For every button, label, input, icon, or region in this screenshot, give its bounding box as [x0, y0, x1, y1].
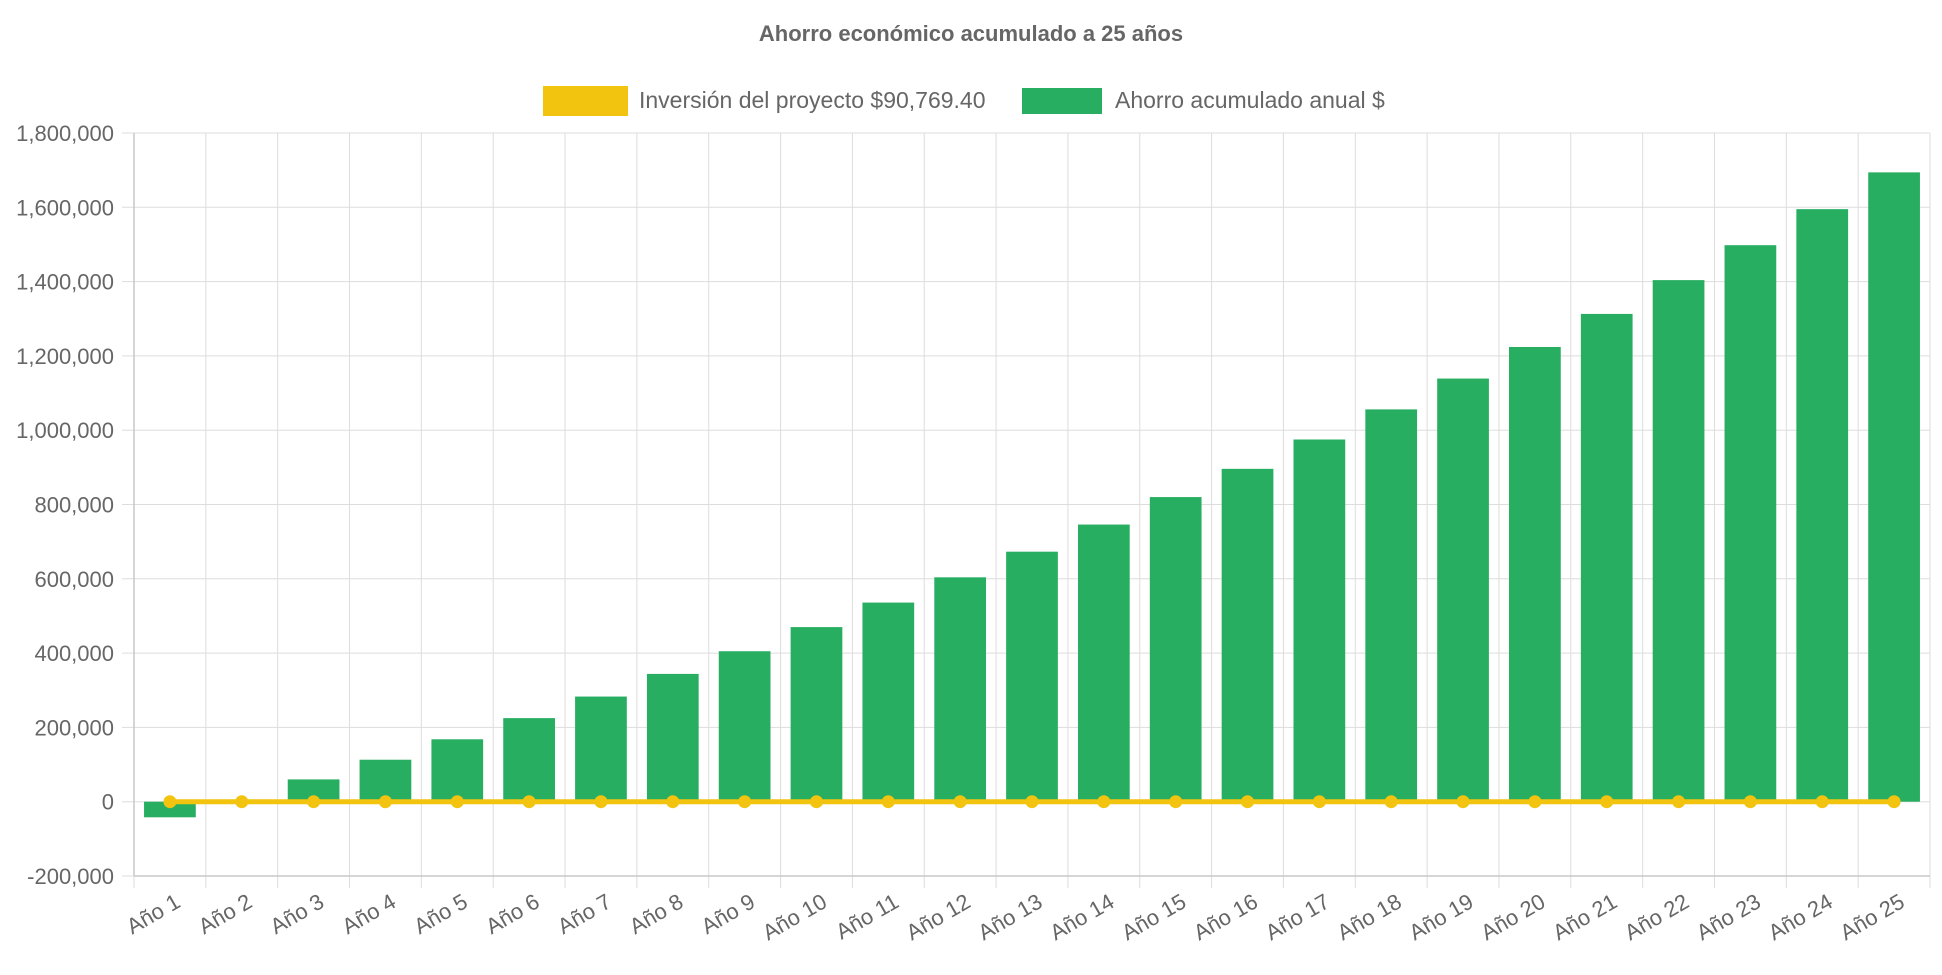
x-tick-label: Año 21: [1548, 889, 1621, 946]
bar-savings[interactable]: [144, 801, 196, 818]
x-tick-label: Año 18: [1333, 889, 1406, 946]
bar-savings[interactable]: [718, 651, 771, 802]
point-investment[interactable]: [163, 795, 177, 809]
y-tick-label: 800,000: [34, 493, 114, 518]
x-gridlines: [133, 133, 1931, 888]
bar-series-savings: [144, 172, 1920, 818]
point-investment[interactable]: [809, 795, 823, 809]
point-investment[interactable]: [738, 795, 752, 809]
bar-savings[interactable]: [862, 602, 915, 802]
x-tick-label: Año 2: [194, 889, 256, 939]
bar-savings[interactable]: [646, 673, 699, 802]
bar-savings[interactable]: [1868, 172, 1920, 802]
point-investment[interactable]: [450, 795, 464, 809]
point-investment[interactable]: [1384, 795, 1398, 809]
y-tick-label: -200,000: [27, 864, 114, 889]
x-tick-label: Año 24: [1764, 889, 1837, 946]
point-investment[interactable]: [1025, 795, 1039, 809]
chart-title: Ahorro económico acumulado a 25 años: [759, 21, 1183, 46]
point-investment[interactable]: [1743, 795, 1757, 809]
bar-savings[interactable]: [359, 759, 412, 802]
point-investment[interactable]: [666, 795, 680, 809]
legend-label-savings[interactable]: Ahorro acumulado anual $: [1115, 87, 1385, 113]
bar-savings[interactable]: [1077, 524, 1130, 802]
y-tick-label: 1,800,000: [16, 121, 114, 146]
line-series-investment: [163, 795, 1901, 809]
x-tick-label: Año 22: [1620, 889, 1693, 946]
bar-savings[interactable]: [934, 577, 987, 802]
x-axis-ticks: Año 1 Año 2 Año 3 Año 4 Año 5 Año 6 Año 7 Año 8…: [122, 889, 1908, 946]
point-investment[interactable]: [1887, 795, 1901, 809]
point-investment[interactable]: [953, 795, 967, 809]
bar-savings[interactable]: [503, 718, 555, 802]
x-tick-label: Año 20: [1476, 889, 1549, 946]
point-investment[interactable]: [1815, 795, 1829, 809]
y-tick-label: 1,600,000: [16, 195, 114, 220]
x-tick-label: Año 4: [338, 889, 400, 939]
legend-swatch-savings[interactable]: [1022, 88, 1102, 114]
bar-savings[interactable]: [431, 739, 484, 802]
point-investment[interactable]: [235, 795, 249, 809]
bar-savings[interactable]: [1509, 346, 1561, 802]
x-tick-label: Año 25: [1836, 889, 1909, 946]
bar-savings[interactable]: [1437, 378, 1489, 802]
x-tick-label: Año 11: [831, 889, 902, 945]
x-tick-label: Año 15: [1117, 889, 1190, 946]
x-tick-label: Año 16: [1189, 889, 1262, 946]
y-tick-label: 1,200,000: [16, 344, 114, 369]
point-investment[interactable]: [1528, 795, 1542, 809]
legend-swatch-investment[interactable]: [543, 86, 628, 116]
bar-savings[interactable]: [1365, 409, 1418, 802]
y-tick-label: 1,400,000: [16, 270, 114, 295]
point-investment[interactable]: [1456, 795, 1470, 809]
x-tick-label: Año 23: [1692, 889, 1765, 946]
legend-label-investment[interactable]: Inversión del proyecto $90,769.40: [639, 87, 986, 113]
bar-savings[interactable]: [1580, 313, 1633, 802]
point-investment[interactable]: [378, 795, 392, 809]
x-tick-label: Año 10: [758, 889, 831, 946]
x-tick-label: Año 8: [625, 889, 687, 939]
bar-savings[interactable]: [575, 696, 627, 802]
point-investment[interactable]: [522, 795, 536, 809]
legend: Inversión del proyecto $90,769.40 Ahorro…: [543, 86, 1385, 116]
bar-savings[interactable]: [1652, 280, 1705, 802]
point-investment[interactable]: [594, 795, 608, 809]
y-tick-label: 600,000: [34, 567, 114, 592]
bar-savings[interactable]: [790, 627, 843, 802]
y-tick-label: 200,000: [34, 715, 114, 740]
x-tick-label: Año 12: [902, 889, 975, 946]
x-tick-label: Año 19: [1405, 889, 1478, 946]
point-investment[interactable]: [881, 795, 895, 809]
bar-savings[interactable]: [1221, 468, 1274, 802]
x-tick-label: Año 9: [697, 889, 759, 939]
point-investment[interactable]: [1672, 795, 1686, 809]
x-tick-label: Año 17: [1261, 889, 1334, 946]
point-investment[interactable]: [1312, 795, 1326, 809]
bar-savings[interactable]: [1293, 439, 1346, 802]
y-tick-label: 0: [102, 790, 114, 815]
y-axis-ticks: -200,000 0 200,000 400,000 600,000 800,000 1,0…: [16, 121, 114, 889]
x-tick-label: Año 7: [553, 889, 615, 939]
y-tick-label: 400,000: [34, 641, 114, 666]
x-tick-label: Año 3: [266, 889, 328, 939]
bar-savings[interactable]: [1724, 245, 1777, 802]
point-investment[interactable]: [1241, 795, 1255, 809]
bar-savings[interactable]: [1006, 551, 1058, 802]
point-investment[interactable]: [307, 795, 321, 809]
point-investment[interactable]: [1097, 795, 1111, 809]
y-tick-label: 1,000,000: [16, 418, 114, 443]
bar-savings[interactable]: [1796, 209, 1849, 802]
x-tick-label: Año 6: [481, 889, 543, 939]
x-tick-label: Año 13: [974, 889, 1047, 946]
bar-savings[interactable]: [1149, 497, 1202, 802]
x-tick-label: Año 14: [1045, 889, 1118, 946]
x-tick-label: Año 5: [409, 889, 471, 939]
bar-savings[interactable]: [287, 779, 340, 802]
x-tick-label: Año 1: [122, 889, 184, 939]
point-investment[interactable]: [1169, 795, 1183, 809]
point-investment[interactable]: [1600, 795, 1614, 809]
